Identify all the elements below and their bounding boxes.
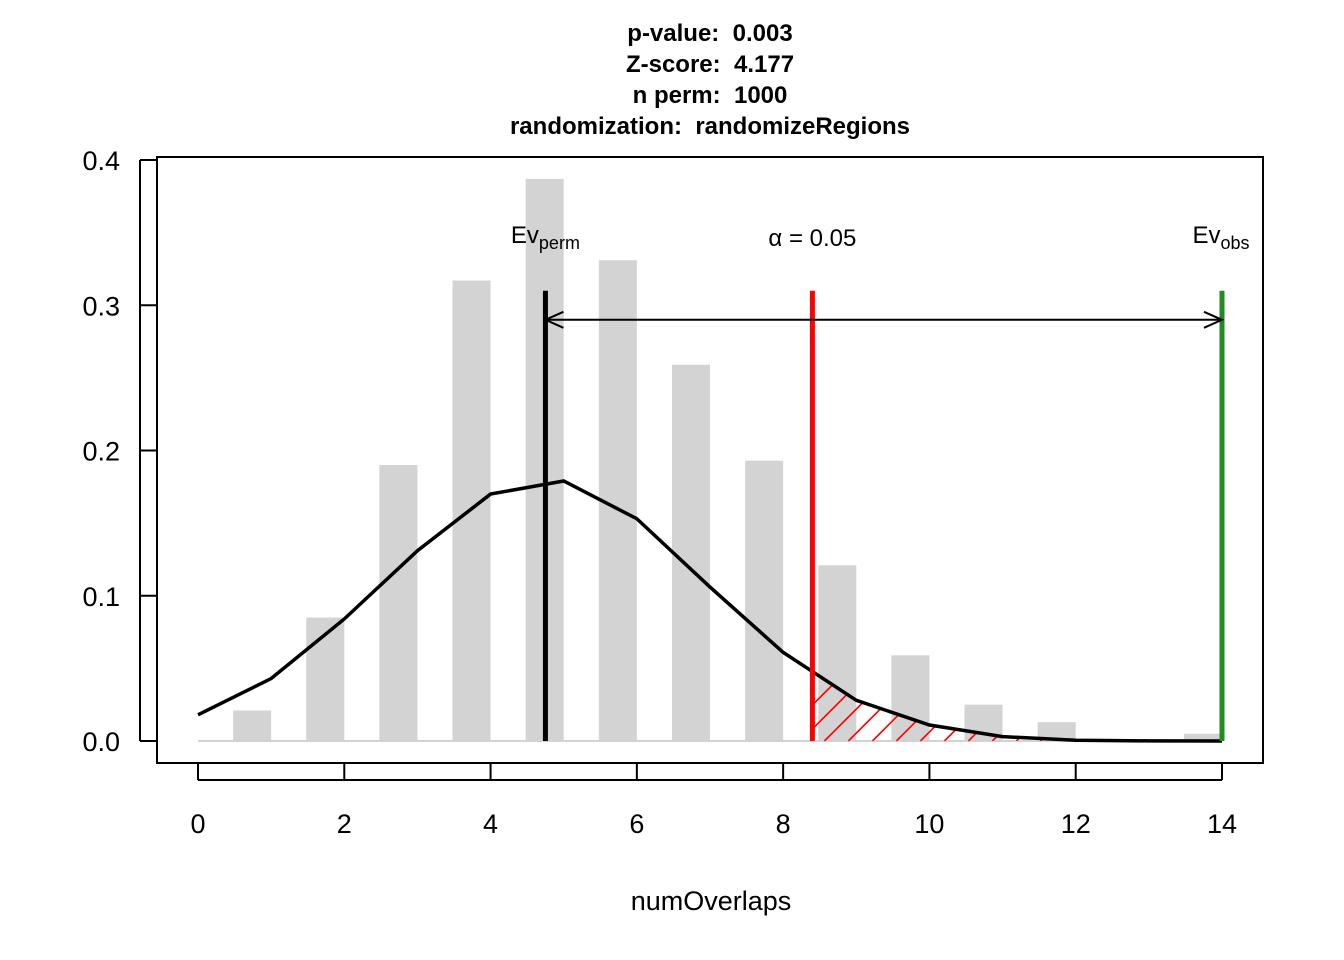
- x-tick-label: 12: [1061, 809, 1091, 839]
- arrow-head-left: [542, 310, 564, 329]
- y-axis: 0.0 0.1 0.2 0.3 0.4: [82, 146, 157, 757]
- title-line-zscore: Z-score: 4.177: [625, 51, 795, 78]
- x-tick-label: 14: [1207, 809, 1237, 839]
- histogram-bar: [818, 565, 857, 741]
- distance-arrow: [542, 310, 1225, 329]
- hatch-stroke: [1256, 681, 1316, 741]
- ev-obs-label: Evobs: [1192, 222, 1249, 253]
- hatch-stroke: [1135, 680, 1197, 741]
- x-axis-label: numOverlaps: [631, 886, 792, 916]
- alpha-label: α = 0.05: [768, 225, 856, 252]
- hatch-stroke: [1087, 680, 1149, 741]
- x-tick-label: 6: [629, 809, 644, 839]
- y-tick-label: 0.4: [82, 146, 120, 176]
- title-line-randomization: randomization: randomizeRegions: [509, 113, 911, 140]
- histogram-bar: [306, 617, 345, 741]
- hatch-stroke: [1183, 680, 1222, 741]
- histogram-bar: [379, 465, 418, 741]
- marker-lines: [542, 290, 1225, 741]
- histogram-bar: [671, 364, 710, 741]
- hatch-stroke: [1111, 680, 1173, 741]
- x-tick-label: 0: [190, 809, 205, 839]
- ev-perm-label: Evperm: [511, 222, 580, 253]
- histogram-bar: [891, 655, 930, 741]
- hatch-stroke: [1159, 680, 1221, 741]
- hatch-stroke: [1207, 680, 1222, 741]
- y-tick-label: 0.0: [82, 727, 120, 757]
- chart-title: p-value: 0.003 Z-score: 4.177 n perm: 10…: [0, 18, 1344, 142]
- x-tick-label: 10: [914, 809, 944, 839]
- x-axis: 0 2 4 6 8 10 12 14: [190, 763, 1237, 839]
- x-tick-label: 4: [483, 809, 498, 839]
- x-tick-label: 8: [776, 809, 791, 839]
- title-line-pvalue: p-value: 0.003: [627, 20, 793, 47]
- y-tick-label: 0.1: [82, 582, 120, 612]
- histogram-bars: [198, 178, 1222, 742]
- marker-labels: Evperm Evobs α = 0.05: [511, 222, 1250, 253]
- histogram-bar: [1183, 733, 1222, 741]
- arrow-head-right: [1203, 310, 1225, 329]
- hatch-stroke: [1304, 681, 1344, 741]
- y-tick-label: 0.3: [82, 291, 120, 321]
- y-tick-label: 0.2: [82, 437, 120, 467]
- histogram-bar: [233, 710, 272, 741]
- histogram-bar: [745, 460, 784, 741]
- hatch-stroke: [812, 680, 837, 741]
- hatch-stroke: [1328, 681, 1344, 741]
- x-tick-label: 2: [337, 809, 352, 839]
- title-line-nperm: n perm: 1000: [632, 82, 788, 109]
- density-line: [197, 479, 1223, 743]
- histogram-bar: [1037, 722, 1076, 741]
- plot-frame: [156, 156, 1264, 764]
- hatch-stroke: [1280, 681, 1340, 741]
